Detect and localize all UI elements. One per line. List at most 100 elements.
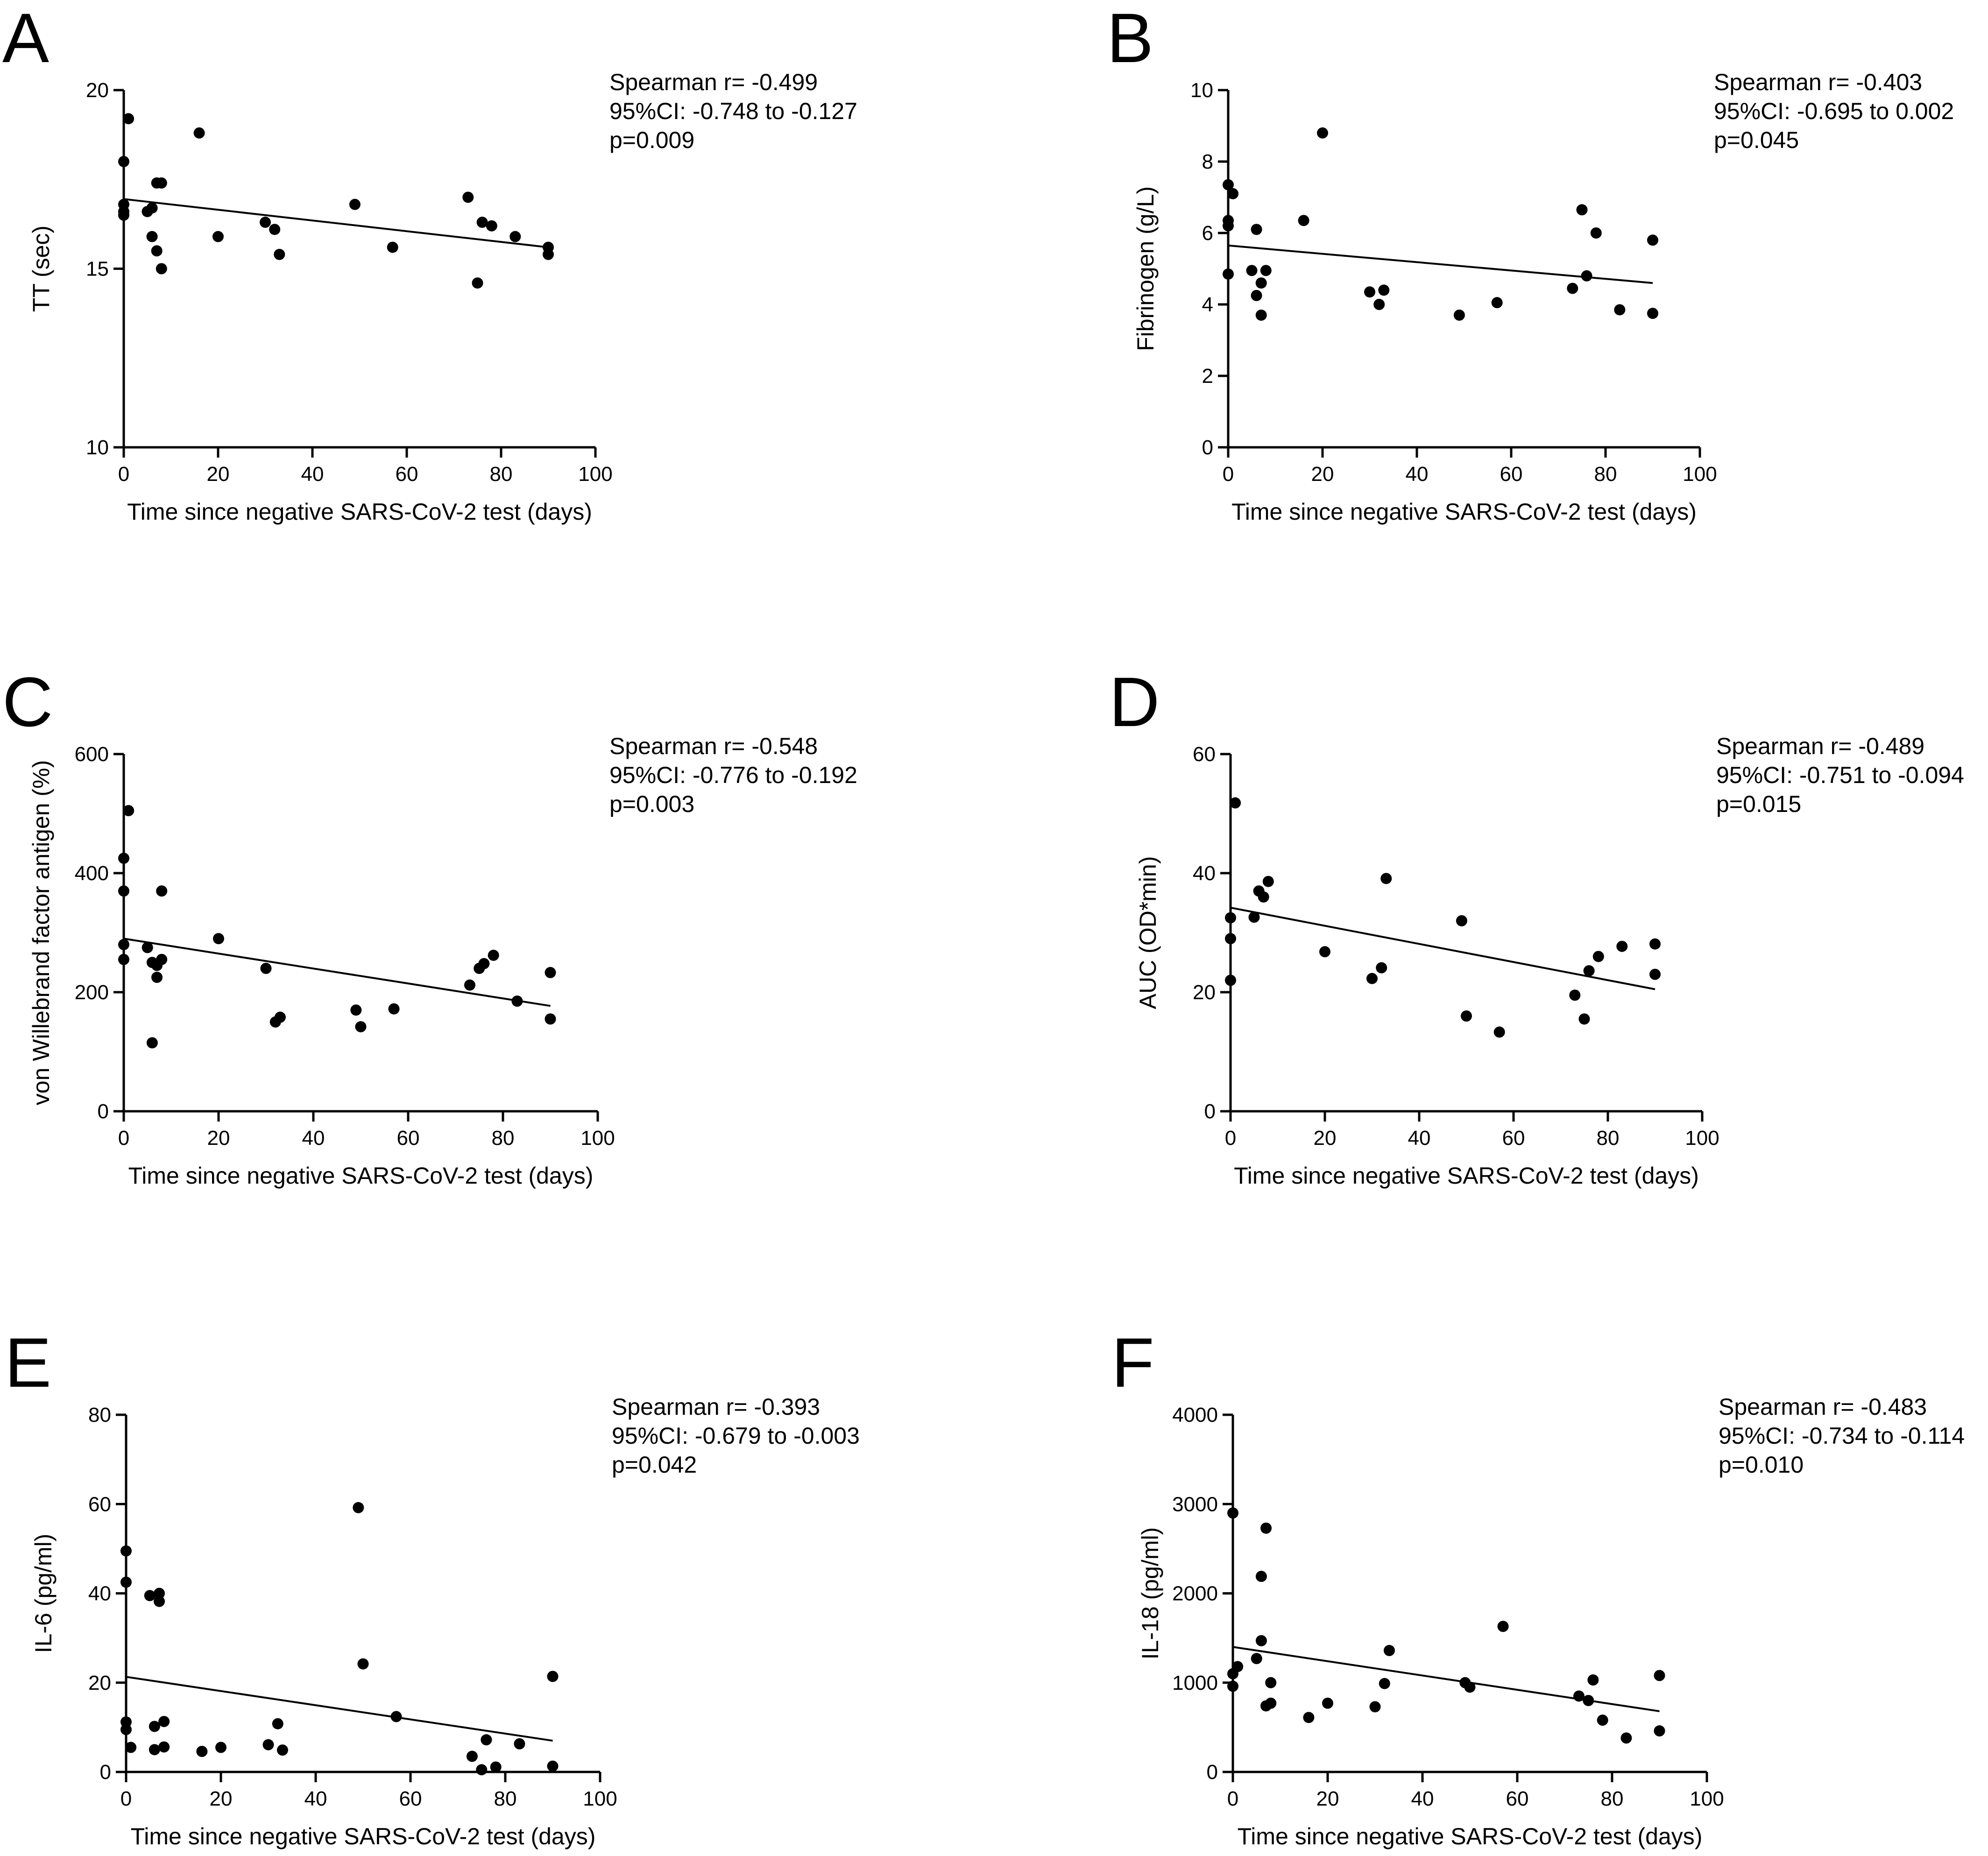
panel-c-data-point <box>478 958 489 969</box>
panel-f-data-point <box>1587 1674 1599 1686</box>
panel-f-data-point <box>1303 1712 1314 1723</box>
panel-a-y-tick-label: 15 <box>86 258 109 281</box>
panel-a-data-point <box>260 217 271 228</box>
panel-f: F 0 1000 2000 3000 4000 0 20 40 60 80 100 Time since… <box>1111 1323 1965 1849</box>
panel-d-x-tick-label: 60 <box>1502 1127 1525 1150</box>
panel-e-data-point <box>467 1751 478 1762</box>
panel-a-stats-line: Spearman r= -0.499 <box>609 69 818 95</box>
panel-f-x-tick-label: 0 <box>1227 1787 1238 1810</box>
panel-a-data-point <box>349 199 361 210</box>
panel-b-data-point <box>1251 224 1262 235</box>
panel-c-stats-line: Spearman r= -0.548 <box>609 733 818 759</box>
panel-c-y-tick-label: 400 <box>75 862 109 885</box>
panel-b-y-tick-label: 4 <box>1202 293 1213 316</box>
panel-a-y-tick-label: 10 <box>86 436 109 459</box>
panel-c-data-point <box>147 1037 158 1048</box>
panel-a-data-point <box>212 231 224 242</box>
panel-c-data-point <box>389 1003 400 1015</box>
panel-a-data-point <box>486 220 497 232</box>
panel-e-stats-line: p=0.042 <box>612 1452 697 1478</box>
panel-d-data-point <box>1649 969 1661 980</box>
panel-c-data-point <box>355 1021 367 1032</box>
panel-a-data-point <box>269 224 280 235</box>
panel-b: B02468100 20 40 60 80 100Time since negative … <box>1107 0 1954 525</box>
panel-a-data-point <box>543 249 554 260</box>
panel-d: D02040600 20 40 60 80 100Time since negative … <box>1109 663 1964 1189</box>
panel-e-regression-line <box>126 1677 553 1741</box>
panel-b-data-point <box>1647 308 1658 319</box>
panel-d-data-point <box>1366 973 1378 984</box>
panel-f-data-point <box>1654 1670 1665 1681</box>
panel-b-data-point <box>1364 286 1375 297</box>
panel-b-data-point <box>1256 310 1267 321</box>
panel-b-data-point <box>1492 297 1503 308</box>
panel-d-regression-line <box>1231 908 1655 989</box>
panel-d-stats-line: Spearman r= -0.489 <box>1716 733 1924 759</box>
panel-d-data-point <box>1225 975 1236 986</box>
panel-e-stats-line: 95%CI: -0.679 to -0.003 <box>612 1423 860 1449</box>
panel-a-x-tick-label: 60 <box>396 463 418 486</box>
panel-c-y-axis-label: von Willebrand factor antigen (%) <box>28 760 54 1105</box>
panel-d-data-point <box>1616 941 1627 952</box>
panel-c-x-axis-label: Time since negative SARS-CoV-2 test (day… <box>128 1163 594 1189</box>
panel-d-data-point <box>1258 891 1269 903</box>
panel-c: C02004006000 20 40 60 80 100Time since negati… <box>2 663 857 1189</box>
panel-d-x-tick-label: 0 <box>1225 1127 1236 1150</box>
panel-d-x-axis-label: Time since negative SARS-CoV-2 test (day… <box>1234 1163 1699 1189</box>
panel-e-x-tick-label: 40 <box>304 1787 327 1810</box>
panel-a-data-point <box>472 277 483 289</box>
panel-b-data-point <box>1246 265 1258 276</box>
panel-c-data-point <box>261 963 272 974</box>
panel-d-data-point <box>1579 1013 1590 1024</box>
panel-f-data-point <box>1251 1653 1262 1664</box>
panel-c-data-point <box>118 954 129 965</box>
panel-d-data-point <box>1593 951 1604 962</box>
panel-d-y-tick-label: 40 <box>1193 862 1216 885</box>
panel-b-x-tick-label: 60 <box>1500 463 1523 486</box>
panel-f-stats-line: p=0.010 <box>1719 1452 1804 1478</box>
panel-f-data-point <box>1227 1507 1238 1518</box>
panel-e-data-point <box>149 1744 160 1755</box>
panel-b-y-tick-label: 2 <box>1202 365 1213 388</box>
panel-b-data-point <box>1298 215 1309 226</box>
panel-b-data-point <box>1256 277 1267 289</box>
panel-b-data-point <box>1647 234 1658 246</box>
panel-c-y-tick-label: 600 <box>75 743 109 766</box>
panel-b-x-tick-label: 100 <box>1683 463 1717 486</box>
panel-d-data-point <box>1584 965 1595 976</box>
panel-e-x-tick-label: 60 <box>399 1787 422 1810</box>
panel-a-stats-line: p=0.009 <box>609 127 694 153</box>
panel-e-x-axis-label: Time since negative SARS-CoV-2 test (day… <box>131 1823 596 1849</box>
panel-d-data-point <box>1461 1010 1472 1022</box>
panel-c-data-point <box>488 950 499 961</box>
panel-e-x-tick-label: 100 <box>583 1787 617 1810</box>
panel-b-x-tick-label: 20 <box>1311 463 1334 486</box>
panel-e-letter: E <box>5 1323 51 1402</box>
panel-f-data-point <box>1620 1732 1632 1743</box>
panel-f-data-point <box>1597 1715 1608 1726</box>
panel-a-data-point <box>123 113 134 124</box>
panel-f-data-point <box>1379 1678 1390 1689</box>
panel-d-data-point <box>1494 1026 1505 1037</box>
panel-f-letter: F <box>1111 1323 1154 1402</box>
panel-e-y-tick-label: 60 <box>88 1493 111 1516</box>
panel-a-data-point <box>387 242 398 253</box>
panel-f-x-tick-label: 60 <box>1506 1787 1529 1810</box>
panel-d-y-tick-label: 0 <box>1204 1100 1216 1123</box>
panel-d-data-point <box>1569 989 1580 1001</box>
panel-e-data-point <box>514 1738 525 1750</box>
panel-e-data-point <box>481 1734 492 1745</box>
panel-f-y-axis-label: IL-18 (pg/ml) <box>1137 1527 1163 1659</box>
panel-a-letter: A <box>2 0 49 77</box>
panel-b-data-point <box>1223 220 1234 232</box>
panel-f-y-tick-label: 2000 <box>1172 1582 1218 1605</box>
panel-a-x-tick-label: 40 <box>301 463 324 486</box>
panel-d-x-tick-label: 40 <box>1408 1127 1431 1150</box>
panel-a-x-tick-label: 0 <box>118 463 129 486</box>
panel-e-data-point <box>547 1761 559 1772</box>
panel-c-letter: C <box>2 663 53 741</box>
panel-a-data-point <box>462 192 474 203</box>
panel-b-x-tick-label: 0 <box>1223 463 1234 486</box>
panel-b-y-tick-label: 10 <box>1190 79 1213 102</box>
panel-e: E 0 20 40 60 80 0 20 40 60 80 100 Time since negativ… <box>5 1323 860 1849</box>
